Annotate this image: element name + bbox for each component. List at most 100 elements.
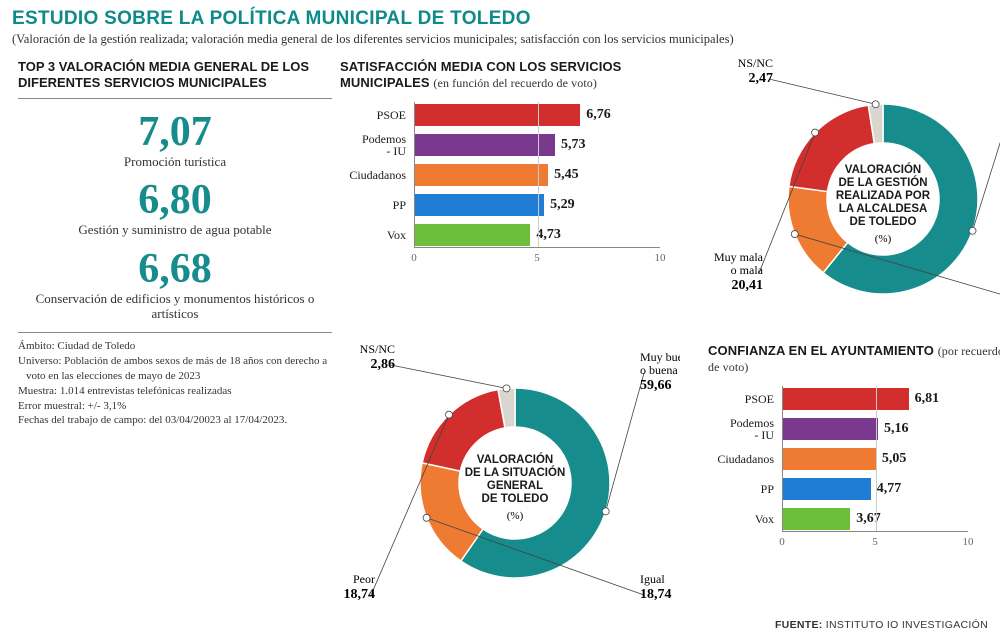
bar2-title: CONFIANZA EN EL AYUNTAMIENTO	[708, 343, 934, 358]
bar-fill: 4,73	[414, 224, 530, 246]
donut-callout-label: Muy buena	[640, 350, 680, 364]
bar-fill: 3,67	[782, 508, 850, 530]
donut-svg: VALORACIÓNDE LA GESTIÓNREALIZADA PORLA A…	[708, 59, 1000, 319]
bar-value: 4,73	[536, 227, 561, 243]
donut-callout-label: Muy mala	[714, 250, 764, 264]
bar-value: 6,81	[915, 391, 940, 407]
bar-fill: 6,81	[782, 388, 909, 410]
bar-row: PSOE6,76	[340, 102, 660, 128]
donut-center-line: DE TOLEDO	[482, 493, 549, 505]
bar-fill: 5,73	[414, 134, 555, 156]
donut-callout-label: NS/NC	[360, 343, 395, 356]
bar-row: PSOE6,81	[708, 386, 968, 412]
donut-gestion-alcaldesa: VALORACIÓNDE LA GESTIÓNREALIZADA PORLA A…	[708, 59, 1000, 339]
source-name: INSTITUTO IO INVESTIGACIÓN	[826, 619, 988, 631]
bar-row: Vox4,73	[340, 222, 660, 248]
donut-callout-label: NS/NC	[738, 59, 773, 70]
page-title: ESTUDIO SOBRE LA POLÍTICA MUNICIPAL DE T…	[0, 0, 1000, 32]
donut-center-pct: (%)	[875, 233, 892, 245]
bar-value: 5,73	[561, 137, 586, 153]
bar-row: Ciudadanos 5,45	[340, 162, 660, 188]
donut-center-pct: (%)	[507, 510, 524, 522]
bar-fill: 6,76	[414, 104, 580, 126]
bar-value: 5,45	[554, 167, 579, 183]
bar-value: 4,77	[877, 481, 902, 497]
axis-tick: 10	[655, 252, 666, 264]
methodology-box: Ámbito: Ciudad de ToledoUniverso: Poblac…	[18, 332, 332, 428]
bar-fill: 5,29	[414, 194, 544, 216]
svg-text:o buena: o buena	[640, 363, 678, 377]
bar-value: 5,05	[882, 451, 907, 467]
bar-row: Podemos- IU5,73	[340, 132, 660, 158]
donut-callout-value: 59,66	[640, 378, 672, 393]
source-prefix: FUENTE:	[775, 619, 826, 631]
donut-center-line: DE LA SITUACIÓN	[465, 466, 566, 479]
donut-center-line: REALIZADA POR	[836, 190, 931, 202]
axis-tick: 0	[411, 252, 417, 264]
method-line: Muestra: 1.014 entrevistas telefónicas r…	[18, 384, 332, 399]
bar-label: PSOE	[708, 393, 782, 406]
axis-tick: 0	[779, 536, 785, 548]
bar-label: PP	[340, 199, 414, 212]
right-column: TOP 3 VALORACIÓN MEDIA GENERAL DE LOS DI…	[12, 59, 332, 623]
top3-title: TOP 3 VALORACIÓN MEDIA GENERAL DE LOS DI…	[18, 59, 332, 99]
bar-value: 3,67	[856, 511, 881, 527]
donut-situacion-general: VALORACIÓNDE LA SITUACIÓNGENERALDE TOLED…	[340, 343, 700, 623]
donut-center-line: VALORACIÓN	[845, 163, 921, 176]
method-line: Universo: Población de ambos sexos de má…	[18, 354, 332, 384]
top3-item: 6,80 Gestión y suministro de agua potable	[18, 179, 332, 238]
bar-label: Ciudadanos	[708, 453, 782, 466]
method-line: Ámbito: Ciudad de Toledo	[18, 339, 332, 354]
axis-tick: 10	[963, 536, 974, 548]
source-line: FUENTE: INSTITUTO IO INVESTIGACIÓN	[775, 619, 988, 631]
bar-row: Ciudadanos5,05	[708, 446, 968, 472]
method-line: Fechas del trabajo de campo: del 03/04/2…	[18, 413, 332, 428]
donut-svg: VALORACIÓNDE LA SITUACIÓNGENERALDE TOLED…	[340, 343, 680, 603]
top3-label: Promoción turística	[18, 155, 332, 170]
bar-label: Podemos- IU	[340, 133, 414, 158]
bar-chart-confianza: CONFIANZA EN EL AYUNTAMIENTO (por recuer…	[708, 343, 1000, 623]
bar-row: Vox3,67	[708, 506, 968, 532]
bar-fill: 4,77	[782, 478, 871, 500]
donut-center-line: DE TOLEDO	[850, 216, 917, 228]
bar-chart-satisfaccion: SATISFACCIÓN MEDIA CON LOS SERVICIOS MUN…	[340, 59, 700, 339]
top3-label: Conservación de edificios y monumentos h…	[18, 292, 332, 322]
bar-label: PP	[708, 483, 782, 496]
donut-callout-value: 18,74	[344, 587, 376, 602]
bar-label: PSOE	[340, 109, 414, 122]
top3-value: 6,68	[18, 248, 332, 290]
donut-callout-value: 2,86	[371, 357, 396, 372]
bar-fill: 5,16	[782, 418, 878, 440]
bar-label: Ciudadanos	[340, 169, 414, 182]
donut-callout-value: 2,47	[749, 71, 774, 86]
donut-center-line: GENERAL	[487, 480, 543, 492]
top3-value: 6,80	[18, 179, 332, 221]
page-subtitle: (Valoración de la gestión realizada; val…	[0, 32, 1000, 59]
bar1-sub: (en función del recuerdo de voto)	[433, 76, 597, 90]
bar-row: Podemos- IU5,16	[708, 416, 968, 442]
bar-row: PP4,77	[708, 476, 968, 502]
bar-label: Vox	[708, 513, 782, 526]
bar-value: 6,76	[586, 107, 611, 123]
bar-value: 5,29	[550, 197, 575, 213]
donut-center-line: LA ALCALDESA	[839, 203, 928, 215]
bar-value: 5,16	[884, 421, 909, 437]
donut-center-line: VALORACIÓN	[477, 453, 553, 466]
axis-tick: 5	[872, 536, 878, 548]
top3-label: Gestión y suministro de agua potable	[18, 223, 332, 238]
bar-label: Vox	[340, 229, 414, 242]
donut-callout-label: Igual	[640, 572, 665, 586]
top3-value: 7,07	[18, 111, 332, 153]
top3-item: 6,68Conservación de edificios y monument…	[18, 248, 332, 322]
donut-center-line: DE LA GESTIÓN	[838, 176, 927, 189]
svg-text:o mala: o mala	[731, 263, 764, 277]
bar-label: Podemos- IU	[708, 417, 782, 442]
donut-callout-value: 20,41	[732, 278, 764, 293]
bar-row: PP5,29	[340, 192, 660, 218]
bar-fill: 5,05	[782, 448, 876, 470]
donut-callout-value: 18,74	[640, 587, 672, 602]
donut-callout-label: Peor	[353, 572, 375, 586]
axis-tick: 5	[534, 252, 540, 264]
method-line: Error muestral: +/- 3,1%	[18, 399, 332, 414]
top3-item: 7,07 Promoción turística	[18, 111, 332, 170]
